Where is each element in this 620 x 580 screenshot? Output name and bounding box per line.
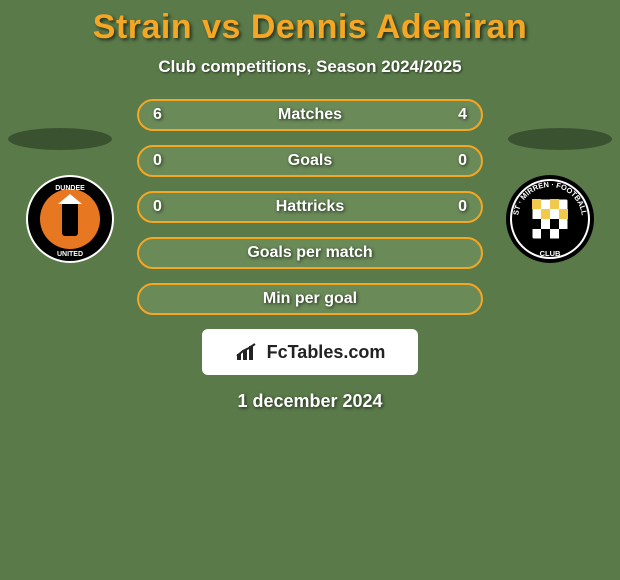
stat-label: Goals per match [139, 244, 481, 262]
stat-label: Hattricks [139, 198, 481, 216]
stat-right-value: 0 [458, 198, 467, 216]
svg-text:DUNDEE: DUNDEE [55, 185, 85, 192]
comparison-infographic: Strain vs Dennis Adeniran Club competiti… [0, 0, 620, 580]
bar-chart-icon [235, 342, 261, 362]
club-badge-right: ST · MIRREN · FOOTBALL CLUB [500, 174, 600, 264]
stat-label: Min per goal [139, 290, 481, 308]
page-title: Strain vs Dennis Adeniran [0, 0, 620, 47]
player-left-shadow [8, 128, 112, 150]
player-right-shadow [508, 128, 612, 150]
club-badge-left: DUNDEE UNITED [20, 174, 120, 264]
stat-row-goals-per-match: Goals per match [137, 237, 483, 269]
stat-left-value: 0 [153, 152, 162, 170]
svg-text:UNITED: UNITED [57, 251, 83, 258]
stat-label: Goals [139, 152, 481, 170]
stat-row-goals: 0 Goals 0 [137, 145, 483, 177]
st-mirren-crest-icon: ST · MIRREN · FOOTBALL CLUB [500, 174, 600, 264]
stat-label: Matches [139, 106, 481, 124]
svg-text:CLUB: CLUB [540, 249, 561, 258]
date-text: 1 december 2024 [0, 391, 620, 412]
stat-row-min-per-goal: Min per goal [137, 283, 483, 315]
stat-row-matches: 6 Matches 4 [137, 99, 483, 131]
watermark: FcTables.com [202, 329, 418, 375]
watermark-text: FcTables.com [267, 342, 386, 363]
dundee-united-crest-icon: DUNDEE UNITED [20, 174, 120, 264]
stat-left-value: 6 [153, 106, 162, 124]
stat-row-hattricks: 0 Hattricks 0 [137, 191, 483, 223]
stat-rows: 6 Matches 4 0 Goals 0 0 Hattricks 0 Goal… [137, 99, 483, 315]
stat-right-value: 4 [458, 106, 467, 124]
stat-left-value: 0 [153, 198, 162, 216]
stat-right-value: 0 [458, 152, 467, 170]
subtitle: Club competitions, Season 2024/2025 [0, 57, 620, 77]
